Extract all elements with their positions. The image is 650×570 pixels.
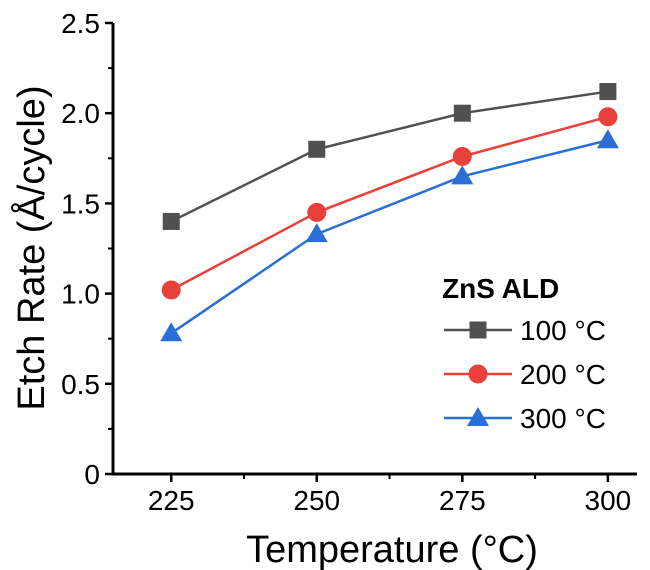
data-point (598, 107, 618, 127)
x-tick-label: 300 (585, 485, 632, 516)
data-point (307, 202, 327, 222)
y-tick-label: 0 (84, 459, 100, 490)
legend-label: 300 °C (520, 403, 606, 434)
y-tick-label: 2.0 (61, 98, 100, 129)
axes: 0 0.5 1.0 1.5 2.0 2.5 225 250 275 300 (61, 8, 637, 516)
data-point (161, 280, 181, 300)
data-point (599, 83, 617, 101)
series-layer (160, 83, 619, 342)
legend-item: 100 °C (444, 315, 606, 346)
data-point (305, 223, 328, 243)
series-line (170, 90, 609, 223)
legend: ZnS ALD 100 °C 200 °C 300 °C (442, 273, 606, 434)
series-line (170, 139, 609, 335)
data-point (162, 212, 180, 230)
x-tick-label: 250 (293, 485, 340, 516)
data-point (160, 322, 183, 342)
legend-marker (468, 364, 488, 384)
series-1 (162, 83, 617, 230)
legend-label: 100 °C (520, 315, 606, 346)
y-axis-title: Etch Rate (Å/cycle) (9, 85, 53, 410)
data-point (453, 104, 471, 122)
series-2 (161, 107, 618, 300)
x-axis-title: Temperature (°C) (246, 529, 538, 570)
legend-title: ZnS ALD (442, 273, 559, 304)
data-point (596, 129, 619, 149)
y-tick-label: 2.5 (61, 8, 100, 39)
legend-marker (467, 407, 489, 426)
data-point (308, 140, 326, 158)
y-tick-label: 0.5 (61, 369, 100, 400)
x-tick-label: 225 (148, 485, 195, 516)
legend-item: 300 °C (444, 403, 606, 434)
series-3 (160, 129, 619, 342)
legend-item: 200 °C (444, 359, 606, 390)
data-point (451, 165, 474, 185)
legend-label: 200 °C (520, 359, 606, 390)
data-point (452, 146, 472, 166)
series-line (170, 115, 609, 292)
y-tick-label: 1.5 (61, 188, 100, 219)
legend-marker (469, 321, 487, 339)
x-tick-label: 275 (439, 485, 486, 516)
y-tick-label: 1.0 (61, 279, 100, 310)
